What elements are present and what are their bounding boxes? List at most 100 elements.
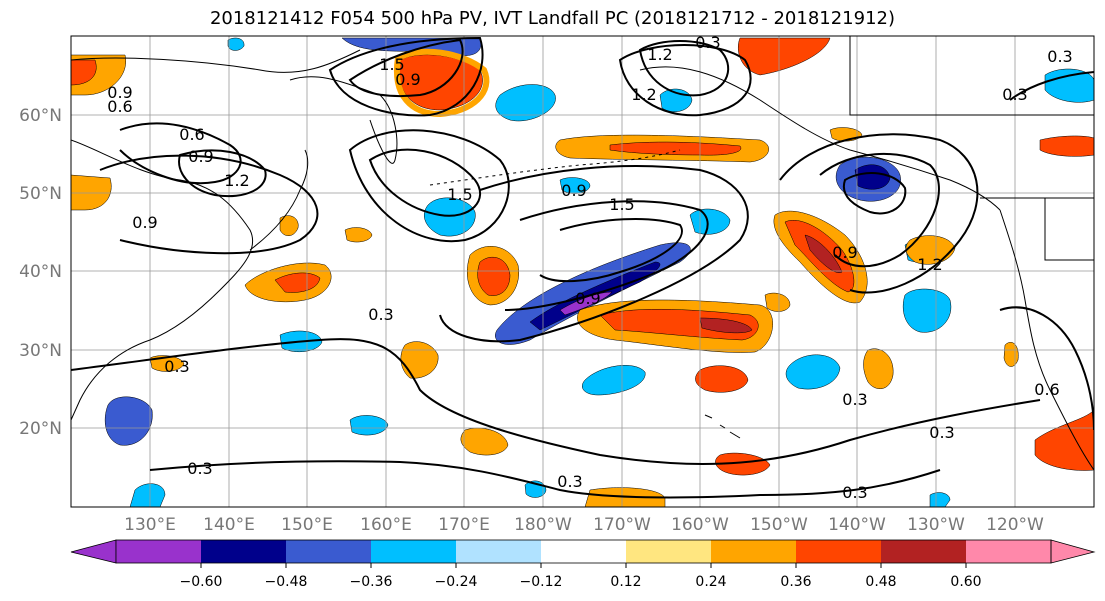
contour-label: 0.3 <box>842 483 867 502</box>
pv-neg-c11 <box>129 483 166 507</box>
coast-hawaii <box>704 414 741 439</box>
contour-label: 0.9 <box>132 213 157 232</box>
contour-12-west <box>178 149 267 198</box>
contours <box>71 36 1094 499</box>
contour-label: 1.2 <box>917 255 942 274</box>
contour-low-12 <box>348 129 510 243</box>
pv-neg-center <box>559 291 613 316</box>
lon-label: 150°E <box>281 515 333 535</box>
colorbar-tick-label: 0.12 <box>610 574 641 590</box>
pv-neg-c10 <box>349 415 389 436</box>
contour-trough-09 <box>439 165 749 343</box>
colorbar-tick-label: 0.60 <box>950 574 981 590</box>
contour-label: 0.3 <box>368 305 393 324</box>
contour-label: 0.3 <box>164 357 189 376</box>
lon-label: 160°E <box>360 515 412 535</box>
contour-label: 1.2 <box>224 171 249 190</box>
contour-03-inner <box>149 460 941 499</box>
pv-pos-kamchatka <box>398 54 483 111</box>
pv-pos-ec-11 <box>279 215 299 236</box>
contour-trough-12 <box>504 200 709 311</box>
pv-neg-c4 <box>582 365 646 396</box>
contour-label: 1.5 <box>379 55 404 74</box>
contour-label: 0.6 <box>1034 380 1059 399</box>
colorbar-bin <box>371 540 456 563</box>
contour-label: 1.2 <box>631 85 656 104</box>
colorbar-bin <box>541 540 626 563</box>
colorbar: −0.60 −0.48 −0.36 −0.24 −0.12 0.12 0.24 … <box>70 539 1096 590</box>
colorbar-bin <box>966 540 1051 563</box>
coast-kamchatka <box>289 76 398 164</box>
contour-label: 0.6 <box>107 97 132 116</box>
pv-neg-bering <box>495 84 556 122</box>
colorbar-left-extension <box>70 539 117 564</box>
colorbar-bin <box>286 540 371 563</box>
contour-alaska-north-2 <box>618 44 752 117</box>
contour-ridge-15 <box>842 172 907 215</box>
lat-labels: 60°N 50°N 40°N 30°N 20°N <box>19 106 62 439</box>
graticule <box>71 36 1094 507</box>
contour-label: 0.3 <box>1047 47 1072 66</box>
colorbar-bin <box>796 540 881 563</box>
contour-03-south <box>71 338 1041 465</box>
colorbar-bin <box>456 540 541 563</box>
pv-neg-gulf-core <box>854 164 891 190</box>
pv-neg-c13 <box>929 492 951 507</box>
colorbar-bin <box>881 540 966 563</box>
pv-pos-ec-13 <box>1003 342 1019 367</box>
contour-label: 1.5 <box>447 185 472 204</box>
lat-label: 20°N <box>19 419 62 439</box>
colorbar-tick-label: 0.36 <box>780 574 811 590</box>
pv-neg-c6 <box>785 354 841 390</box>
lon-label: 170°E <box>438 515 490 535</box>
map-frame <box>70 35 1095 508</box>
lon-label: 120°W <box>986 515 1044 535</box>
pv-pos-ec-10 <box>344 227 373 243</box>
pv-neg-westpac <box>104 396 153 446</box>
colorbar-bin <box>201 540 286 563</box>
contour-label: 1.5 <box>609 195 634 214</box>
pv-pos-ec-3 <box>863 348 894 389</box>
colorbar-tick-label: 0.24 <box>695 574 726 590</box>
pv-pos-ec-9 <box>1039 135 1094 157</box>
lat-label: 30°N <box>19 341 62 361</box>
colorbar-frame <box>115 539 1052 564</box>
pv-pos-subtrop-core <box>599 309 759 341</box>
contour-label: 0.9 <box>575 289 600 308</box>
pv-pos-ec-4 <box>460 427 509 456</box>
colorbar-tick-label: −0.60 <box>180 574 223 590</box>
contour-ne-06 <box>999 306 1094 431</box>
pv-shading <box>71 37 1094 507</box>
lon-label: 130°E <box>124 515 176 535</box>
pv-pos-ridge-center <box>804 234 843 273</box>
lon-label: 160°W <box>671 515 729 535</box>
coast-canada-border <box>980 197 1094 261</box>
contour-06-west <box>119 122 242 185</box>
pv-pos-westmid-core <box>477 256 511 296</box>
lon-label: 150°W <box>750 515 808 535</box>
colorbar-bin <box>626 540 711 563</box>
pv-pos-japan-sea-core <box>274 272 321 293</box>
coast-namerica <box>999 209 1094 471</box>
contour-label: 0.9 <box>107 83 132 102</box>
map-body: 1.5 0.9 1.2 0.6 1.2 0.9 0.9 0.3 0.3 1.5 … <box>71 36 1094 507</box>
contour-trough-15 <box>539 217 683 283</box>
contour-ridge-09 <box>779 133 979 294</box>
contour-kamchatka-12 <box>328 36 484 117</box>
map-title: 2018121412 F054 500 hPa PV, IVT Landfall… <box>209 8 896 29</box>
pv-neg-nw <box>424 197 476 237</box>
contour-label: 0.3 <box>557 472 582 491</box>
contour-ridge-12 <box>819 152 940 268</box>
lon-label: 180°W <box>514 515 572 535</box>
lon-label: 130°W <box>907 515 965 535</box>
pv-neg-c9 <box>559 177 591 194</box>
pv-pos-subtrop-center <box>699 317 753 334</box>
colorbar-right-extension <box>1050 539 1096 564</box>
coast-japan <box>249 149 309 251</box>
pv-pos-alaska-top <box>737 37 831 76</box>
contour-label: 0.3 <box>1002 85 1027 104</box>
contour-kamchatka-15 <box>348 38 464 98</box>
colorbar-bin <box>711 540 796 563</box>
coast-aleutians <box>429 149 681 186</box>
